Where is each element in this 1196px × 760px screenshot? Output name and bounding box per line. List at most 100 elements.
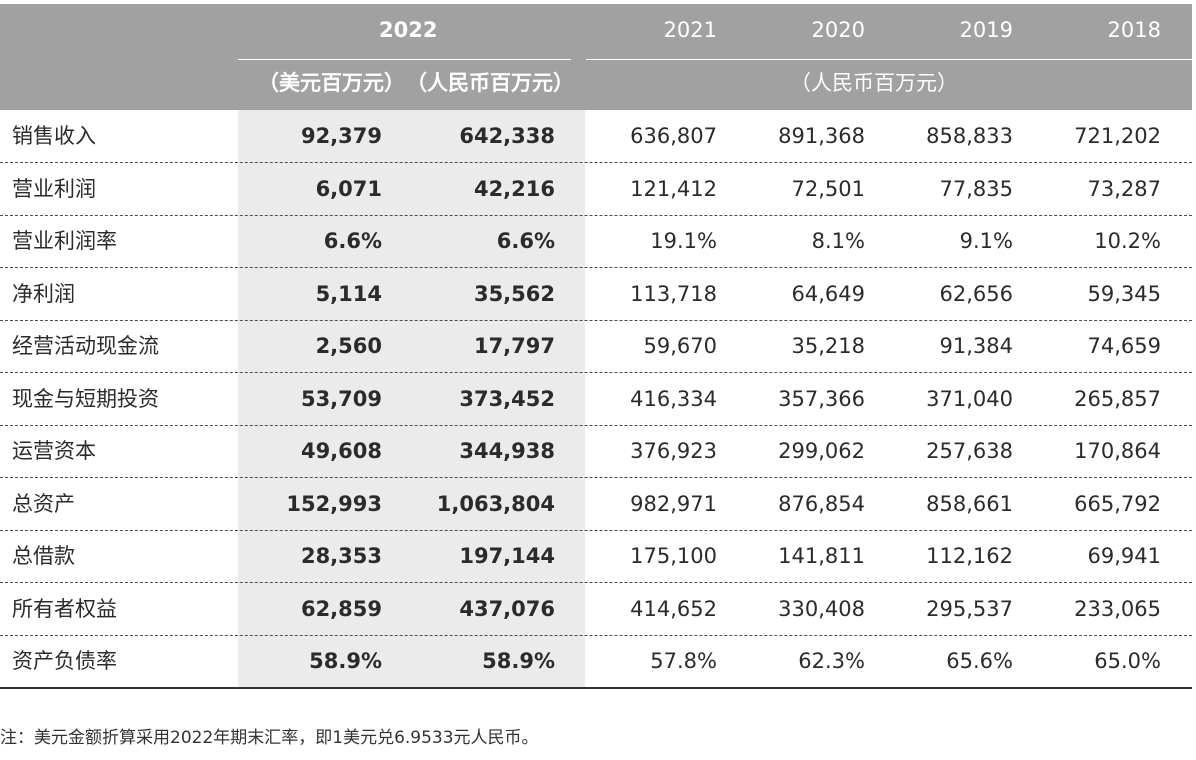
cell-rmb-2022: 1,063,804 xyxy=(436,491,555,516)
row-divider xyxy=(0,267,1192,268)
header-year-2019: 2019 xyxy=(959,18,1013,42)
table-row: 营业利润 6,071 42,216 121,412 72,501 77,835 … xyxy=(0,163,1192,216)
cell-2020: 62.3% xyxy=(798,649,865,673)
cell-2021: 414,652 xyxy=(630,596,717,621)
cell-usd-2022: 62,859 xyxy=(300,596,382,621)
cell-rmb-2022: 437,076 xyxy=(459,596,555,621)
cell-2018: 265,857 xyxy=(1074,386,1161,411)
header-unit-rmb-2022: （人民币百万元） xyxy=(406,71,574,95)
cell-usd-2022: 5,114 xyxy=(315,281,382,306)
cell-rmb-2022: 373,452 xyxy=(459,386,555,411)
header-year-2022: 2022 xyxy=(379,18,438,42)
cell-rmb-2022: 344,938 xyxy=(459,439,555,463)
row-label: 运营资本 xyxy=(12,439,96,463)
cell-2019: 257,638 xyxy=(926,439,1013,463)
cell-2021: 121,412 xyxy=(630,176,717,201)
highlight-column-2022 xyxy=(238,110,585,688)
header-unit-usd: （美元百万元） xyxy=(258,71,405,95)
header-year-2020: 2020 xyxy=(811,18,865,42)
table-row: 经营活动现金流 2,560 17,797 59,670 35,218 91,38… xyxy=(0,320,1192,373)
row-label: 总借款 xyxy=(12,544,75,568)
table-row: 运营资本 49,608 344,938 376,923 299,062 257,… xyxy=(0,425,1192,478)
header-year-2021: 2021 xyxy=(663,18,717,42)
cell-2020: 72,501 xyxy=(791,176,865,201)
cell-usd-2022: 53,709 xyxy=(300,386,382,411)
cell-usd-2022: 49,608 xyxy=(300,439,382,463)
cell-rmb-2022: 42,216 xyxy=(473,176,555,201)
cell-2018: 74,659 xyxy=(1087,334,1161,358)
cell-2019: 77,835 xyxy=(939,176,1013,201)
table-row: 营业利润率 6.6% 6.6% 19.1% 8.1% 9.1% 10.2% xyxy=(0,215,1192,268)
row-label: 经营活动现金流 xyxy=(12,334,159,358)
cell-rmb-2022: 6.6% xyxy=(496,229,555,253)
row-label: 现金与短期投资 xyxy=(12,386,159,411)
cell-rmb-2022: 58.9% xyxy=(482,649,555,673)
row-label: 营业利润 xyxy=(12,176,96,201)
cell-2019: 62,656 xyxy=(939,281,1013,306)
cell-2020: 330,408 xyxy=(778,596,865,621)
cell-2021: 416,334 xyxy=(630,386,717,411)
row-divider xyxy=(0,162,1192,163)
row-divider xyxy=(0,319,1192,321)
row-label: 营业利润率 xyxy=(12,229,117,253)
row-divider xyxy=(0,634,1192,636)
table-row: 销售收入 92,379 642,338 636,807 891,368 858,… xyxy=(0,110,1192,163)
cell-usd-2022: 58.9% xyxy=(309,649,382,673)
cell-2020: 876,854 xyxy=(778,491,865,516)
row-divider xyxy=(0,424,1192,426)
row-label: 销售收入 xyxy=(12,124,96,148)
cell-2020: 35,218 xyxy=(791,334,865,358)
cell-2021: 982,971 xyxy=(630,491,717,516)
cell-2018: 233,065 xyxy=(1074,596,1161,621)
cell-2021: 113,718 xyxy=(630,281,717,306)
cell-2019: 65.6% xyxy=(946,649,1013,673)
cell-2021: 636,807 xyxy=(630,124,717,148)
cell-2019: 9.1% xyxy=(959,229,1013,253)
cell-2018: 65.0% xyxy=(1094,649,1161,673)
cell-2019: 371,040 xyxy=(926,386,1013,411)
cell-usd-2022: 92,379 xyxy=(300,124,382,148)
cell-2019: 295,537 xyxy=(926,596,1013,621)
cell-usd-2022: 6.6% xyxy=(323,229,382,253)
row-label: 净利润 xyxy=(12,281,75,306)
cell-rmb-2022: 197,144 xyxy=(459,544,555,568)
row-divider xyxy=(0,477,1192,478)
cell-2020: 8.1% xyxy=(811,229,865,253)
header-divider-2022 xyxy=(238,59,571,60)
row-divider xyxy=(0,529,1192,531)
table-row: 总资产 152,993 1,063,804 982,971 876,854 85… xyxy=(0,478,1192,531)
cell-2018: 73,287 xyxy=(1087,176,1161,201)
row-divider xyxy=(0,214,1192,216)
cell-2020: 891,368 xyxy=(778,124,865,148)
cell-usd-2022: 6,071 xyxy=(315,176,382,201)
cell-2019: 858,833 xyxy=(926,124,1013,148)
cell-2021: 19.1% xyxy=(650,229,717,253)
cell-2020: 64,649 xyxy=(791,281,865,306)
cell-2018: 59,345 xyxy=(1087,281,1161,306)
row-divider xyxy=(0,372,1192,373)
header-unit-rmb-other: （人民币百万元） xyxy=(790,71,958,95)
row-label: 所有者权益 xyxy=(12,596,117,621)
cell-2020: 299,062 xyxy=(778,439,865,463)
table-row: 所有者权益 62,859 437,076 414,652 330,408 295… xyxy=(0,583,1192,636)
row-label: 资产负债率 xyxy=(12,649,117,673)
row-divider xyxy=(0,582,1192,583)
table-row: 资产负债率 58.9% 58.9% 57.8% 62.3% 65.6% 65.0… xyxy=(0,635,1192,688)
cell-2018: 721,202 xyxy=(1074,124,1161,148)
table-bottom-rule xyxy=(0,687,1192,689)
table-row: 总借款 28,353 197,144 175,100 141,811 112,1… xyxy=(0,530,1192,583)
cell-usd-2022: 152,993 xyxy=(286,491,382,516)
cell-2021: 59,670 xyxy=(643,334,717,358)
cell-2019: 112,162 xyxy=(926,544,1013,568)
table-row: 净利润 5,114 35,562 113,718 64,649 62,656 5… xyxy=(0,268,1192,321)
cell-usd-2022: 28,353 xyxy=(300,544,382,568)
cell-usd-2022: 2,560 xyxy=(315,334,382,358)
cell-2019: 91,384 xyxy=(939,334,1013,358)
table-header: 2022 2021 2020 2019 2018 （美元百万元） （人民币百万元… xyxy=(0,4,1192,110)
header-year-2018: 2018 xyxy=(1107,18,1161,42)
cell-2021: 376,923 xyxy=(630,439,717,463)
cell-rmb-2022: 642,338 xyxy=(459,124,555,148)
cell-rmb-2022: 17,797 xyxy=(473,334,555,358)
cell-2020: 357,366 xyxy=(778,386,865,411)
cell-2021: 175,100 xyxy=(630,544,717,568)
